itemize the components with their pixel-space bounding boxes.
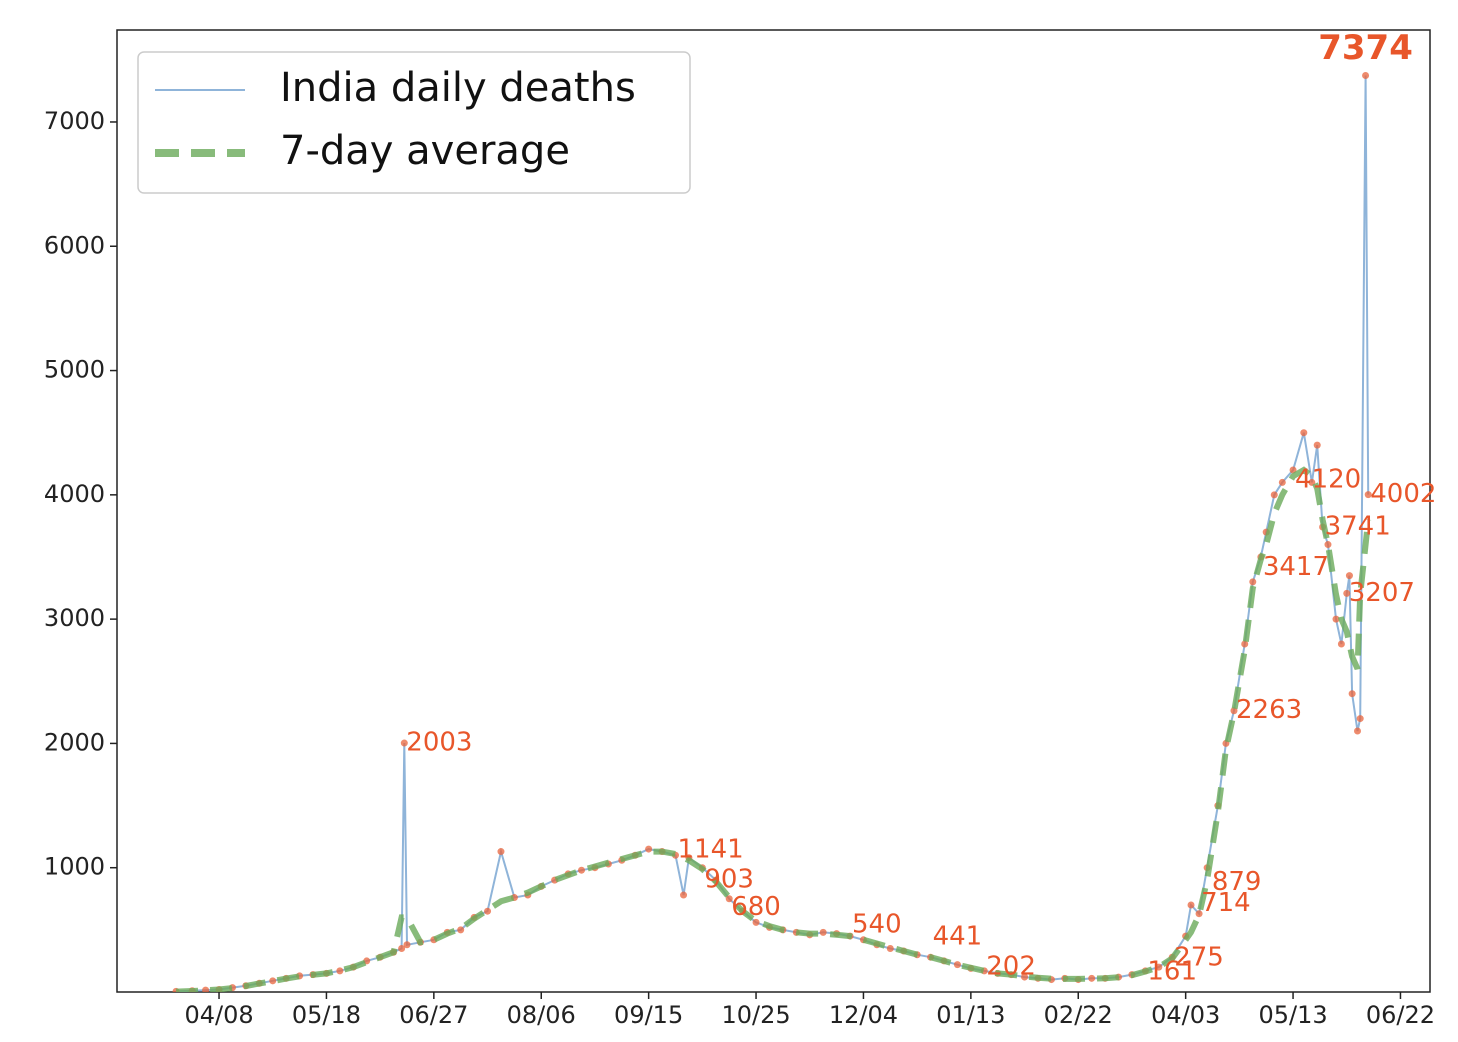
data-point: [819, 928, 827, 936]
legend-label: India daily deaths: [280, 65, 636, 111]
data-point: [400, 739, 408, 747]
x-tick-label: 06/22: [1366, 1001, 1435, 1029]
series-line: [176, 75, 1370, 992]
data-point: [1364, 491, 1372, 499]
data-point: [1155, 963, 1163, 971]
data-point: [1362, 71, 1370, 79]
annotation: 3207: [1349, 578, 1415, 608]
data-point: [1241, 640, 1249, 648]
x-tick-label: 01/13: [936, 1001, 1005, 1029]
axes: 1000 2000 3000 4000 5000 6000 7000 04/08 05/18 06…: [44, 107, 1435, 1029]
data-point: [1354, 727, 1362, 735]
annotation: 903: [704, 864, 754, 894]
data-point: [953, 961, 961, 969]
data-point: [1088, 974, 1096, 982]
annotation: 714: [1201, 888, 1251, 918]
legend: India daily deaths 7-day average: [137, 51, 691, 194]
data-point: [1348, 690, 1356, 698]
plot-frame: [116, 29, 1431, 993]
data-point: [1289, 466, 1297, 474]
data-point: [1313, 441, 1321, 449]
data-point: [886, 944, 894, 952]
data-point: [1278, 478, 1286, 486]
x-tick-label: 06/27: [399, 1001, 468, 1029]
annotation: 202: [986, 951, 1036, 981]
data-point: [1345, 572, 1353, 580]
data-point: [457, 926, 465, 934]
x-tick-label: 04/08: [184, 1001, 253, 1029]
x-tick-label: 02/22: [1044, 1001, 1113, 1029]
y-tick-label: 6000: [44, 231, 105, 259]
annotation: 2003: [406, 728, 472, 758]
annotation: 7374: [1318, 28, 1413, 68]
data-point: [1230, 707, 1238, 715]
y-tick-label: 3000: [44, 604, 105, 632]
x-tick-label: 09/15: [614, 1001, 683, 1029]
plot-area: [172, 71, 1372, 992]
x-tick-label: 04/03: [1151, 1001, 1220, 1029]
data-point: [336, 967, 344, 975]
data-point: [1332, 615, 1340, 623]
data-point: [398, 944, 406, 952]
data-point: [1195, 910, 1203, 918]
y-tick-label: 5000: [44, 356, 105, 384]
y-tick-label: 4000: [44, 480, 105, 508]
data-point: [269, 977, 277, 985]
annotation: 161: [1147, 956, 1197, 986]
y-tick-label: 1000: [44, 853, 105, 881]
annotation: 441: [933, 922, 983, 952]
data-point: [752, 918, 760, 926]
x-tick-label: 12/04: [829, 1001, 898, 1029]
data-point: [1343, 589, 1351, 597]
data-point: [1187, 901, 1195, 909]
data-point: [202, 986, 210, 992]
x-tick-label: 08/06: [507, 1001, 576, 1029]
annotation: 3741: [1325, 512, 1391, 542]
annotation: 3417: [1263, 552, 1329, 582]
data-point: [1249, 578, 1257, 586]
data-point: [1300, 429, 1308, 437]
series-line: [175, 466, 1372, 992]
data-point: [497, 848, 505, 856]
data-point: [1270, 491, 1278, 499]
x-tick-label: 05/13: [1258, 1001, 1327, 1029]
y-tick-label: 7000: [44, 107, 105, 135]
data-point: [403, 941, 411, 949]
annotation: 2263: [1236, 695, 1302, 725]
data-point: [645, 845, 653, 853]
data-point: [680, 891, 688, 899]
data-point: [1021, 973, 1029, 981]
annotation: 1141: [677, 835, 743, 865]
annotation: 4002: [1370, 479, 1436, 509]
annotation: 879: [1212, 867, 1262, 897]
x-tick-label: 10/25: [721, 1001, 790, 1029]
annotation: 680: [731, 892, 781, 922]
legend-label: 7-day average: [280, 128, 570, 174]
data-point: [484, 907, 492, 915]
data-point: [1324, 541, 1332, 549]
x-tick-label: 05/18: [292, 1001, 361, 1029]
data-point: [1356, 715, 1364, 723]
data-point: [1337, 640, 1345, 648]
annotation: 540: [852, 909, 902, 939]
legend-box: [137, 51, 691, 194]
data-point: [578, 866, 586, 874]
annotation: 275: [1174, 942, 1224, 972]
y-tick-label: 2000: [44, 728, 105, 756]
data-point: [725, 895, 733, 903]
annotation: 4120: [1295, 464, 1361, 494]
